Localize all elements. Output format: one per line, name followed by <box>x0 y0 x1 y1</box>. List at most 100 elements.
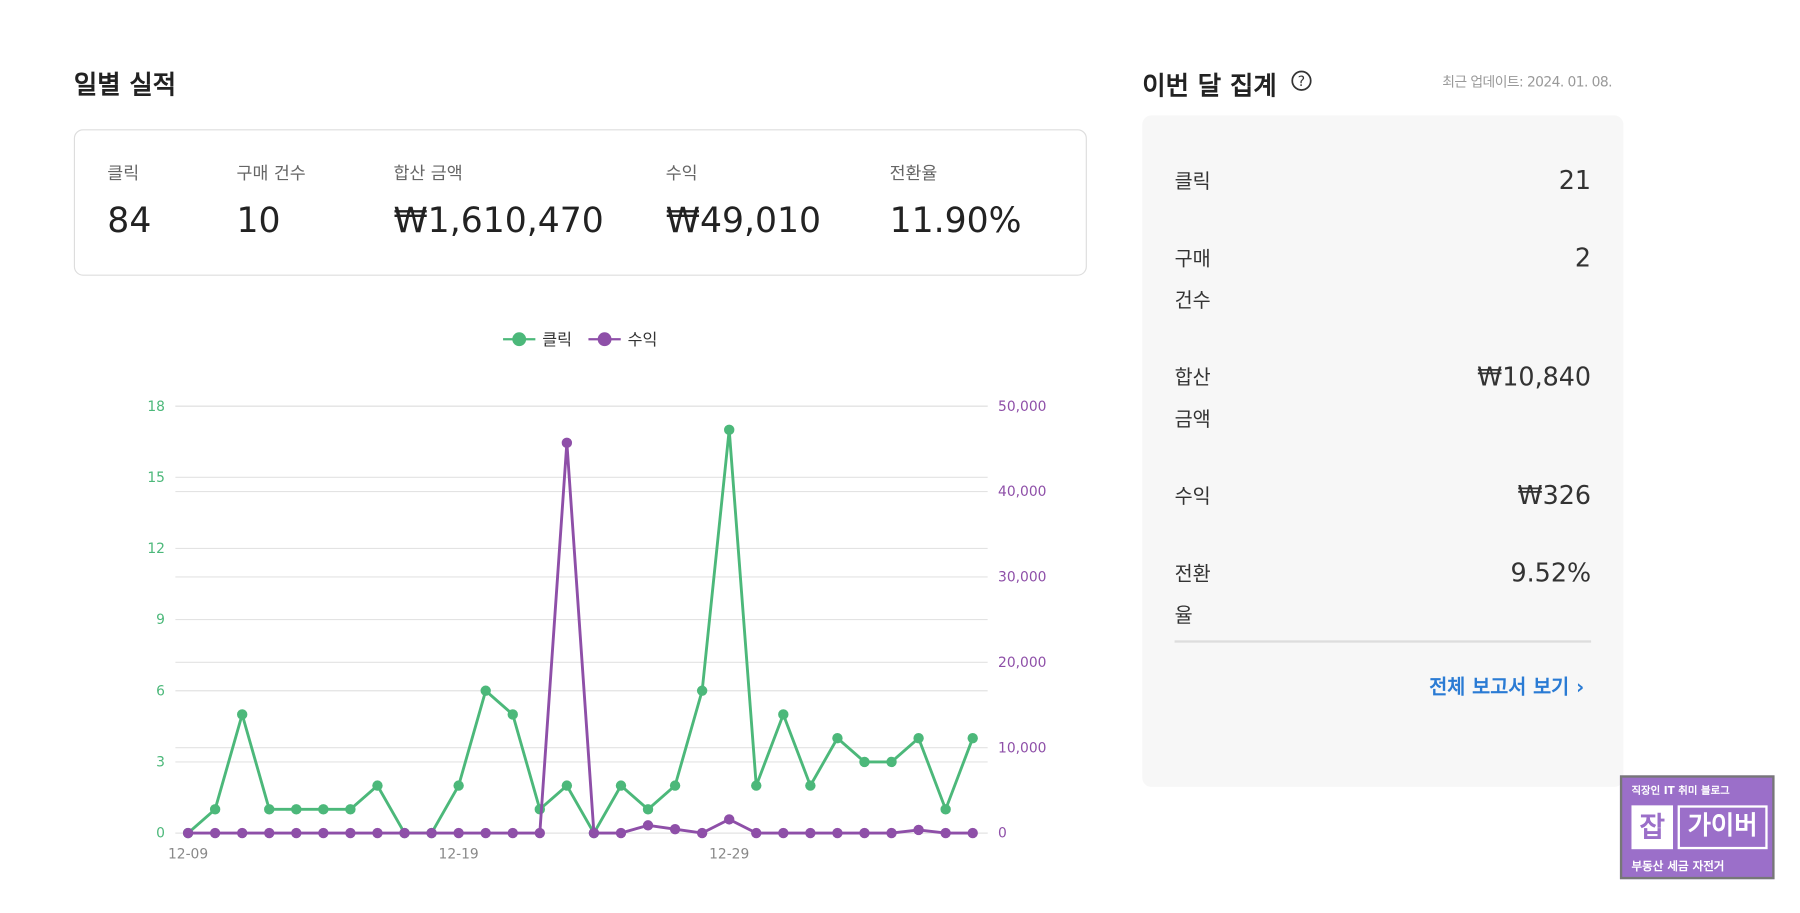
report-link-text[interactable]: 전체 보고서 보기 <box>1429 676 1570 700</box>
legend-marker <box>597 332 612 347</box>
data-point <box>940 827 951 839</box>
data-point <box>913 824 924 836</box>
data-point <box>236 827 248 839</box>
y2-tick-label: 20,000 <box>998 655 1046 671</box>
data-point <box>291 827 302 839</box>
svg-text:?: ? <box>1298 74 1305 90</box>
summary-value: 11.90% <box>889 200 1022 242</box>
summary-item: 수익 ₩49,010 <box>666 160 821 241</box>
data-point <box>696 827 708 839</box>
data-point <box>778 827 789 839</box>
data-point <box>778 709 789 720</box>
summary-label: 전환율 <box>889 162 938 184</box>
summary-item: 전환율 11.90% <box>890 160 1022 241</box>
data-point <box>642 820 654 831</box>
watermark: 직장인 IT 취미 블로그 잡 가이버 부동산 세금 자전거 <box>1619 775 1775 880</box>
monthly-row: 합산 금액 ₩10,840 <box>1175 358 1592 441</box>
data-point <box>507 827 518 839</box>
monthly-row: 수익 ₩326 <box>1175 477 1592 519</box>
data-point <box>345 827 356 839</box>
summary-item: 구매 건수 10 <box>237 160 306 241</box>
monthly-value: 9.52% <box>1510 559 1592 589</box>
monthly-label: 수익 <box>1174 485 1211 509</box>
data-point <box>940 804 951 815</box>
monthly-row: 클릭 21 <box>1175 162 1592 204</box>
y-tick-label: 6 <box>156 683 165 699</box>
data-point <box>588 827 600 839</box>
monthly-value: 21 <box>1558 167 1592 197</box>
monthly-row: 구매 건수 2 <box>1175 239 1592 322</box>
data-point <box>967 827 978 839</box>
y2-tick-label: 40,000 <box>998 484 1046 500</box>
legend-label: 수익 <box>628 330 658 349</box>
y-tick-label: 9 <box>156 612 165 628</box>
data-point <box>480 685 491 696</box>
monthly-value: ₩10,840 <box>1477 363 1592 393</box>
data-point <box>913 732 924 744</box>
data-point <box>615 827 627 839</box>
data-point <box>453 827 464 839</box>
monthly-value: ₩326 <box>1517 482 1592 512</box>
data-point <box>209 827 221 839</box>
data-point <box>615 780 627 791</box>
summary-value: ₩49,010 <box>665 200 822 242</box>
data-point <box>318 804 329 815</box>
summary-label: 구매 건수 <box>236 162 306 184</box>
y2-tick-label: 30,000 <box>998 570 1046 586</box>
summary-value: 84 <box>107 200 152 242</box>
data-point <box>318 827 329 839</box>
data-point <box>291 804 302 815</box>
divider <box>1174 640 1592 643</box>
data-point <box>859 827 870 839</box>
data-point <box>182 827 194 839</box>
wm-top: 직장인 IT 취미 블로그 <box>1631 785 1730 798</box>
monthly-title: 이번 달 집계 <box>1142 72 1277 102</box>
wm-badge: 잡 <box>1631 805 1674 850</box>
summary-item: 합산 금액 ₩1,610,470 <box>393 160 603 241</box>
data-point <box>642 804 654 815</box>
data-point <box>426 827 437 839</box>
data-point <box>264 827 275 839</box>
data-point <box>345 804 356 815</box>
y-tick-label: 18 <box>147 399 165 415</box>
y-tick-label: 15 <box>147 470 165 486</box>
x-tick-label: 12-29 <box>709 846 749 862</box>
chart: 0 3 6 9 12 15 18 0 10,000 20,000 30,000 40,000 50,00… <box>147 330 1046 862</box>
data-point <box>724 814 735 825</box>
data-point <box>669 780 681 791</box>
x-tick-label: 12-09 <box>168 846 208 862</box>
wm-bottom: 부동산 세금 자전거 <box>1631 860 1725 874</box>
data-point <box>805 827 816 839</box>
report-link[interactable]: 전체 보고서 보기 › <box>1429 676 1585 700</box>
y2-tick-label: 50,000 <box>998 399 1046 415</box>
summary-label: 합산 금액 <box>393 162 463 184</box>
data-point <box>751 827 762 839</box>
summary-value: ₩1,610,470 <box>393 200 604 242</box>
data-point <box>832 732 843 744</box>
data-point <box>561 437 573 449</box>
y2-tick-label: 0 <box>998 826 1007 842</box>
y-tick-label: 3 <box>156 755 165 771</box>
data-point <box>724 424 735 436</box>
summary-card: 클릭 84 구매 건수 10 합산 금액 ₩1,610,470 수익 ₩49,010 전환율 11… <box>73 129 1087 276</box>
monthly-label: 클릭 <box>1174 170 1211 194</box>
x-tick-label: 12-19 <box>439 846 479 862</box>
summary-label: 수익 <box>665 162 698 184</box>
summary-item: 클릭 84 <box>107 160 151 241</box>
data-point <box>886 827 897 839</box>
help-icon[interactable]: ? <box>1290 69 1313 92</box>
summary-label: 클릭 <box>107 162 140 184</box>
data-point <box>696 685 708 696</box>
legend-label: 클릭 <box>542 330 572 349</box>
updated: 최근 업데이트: 2024. 01. 08. <box>1442 73 1612 90</box>
data-point <box>507 709 518 720</box>
data-point <box>751 780 762 791</box>
data-point <box>480 827 491 839</box>
data-point <box>534 827 545 839</box>
data-point <box>967 732 978 744</box>
y2-tick-label: 10,000 <box>998 740 1046 756</box>
section-title: 일별 실적 <box>73 71 177 101</box>
data-point <box>832 827 843 839</box>
